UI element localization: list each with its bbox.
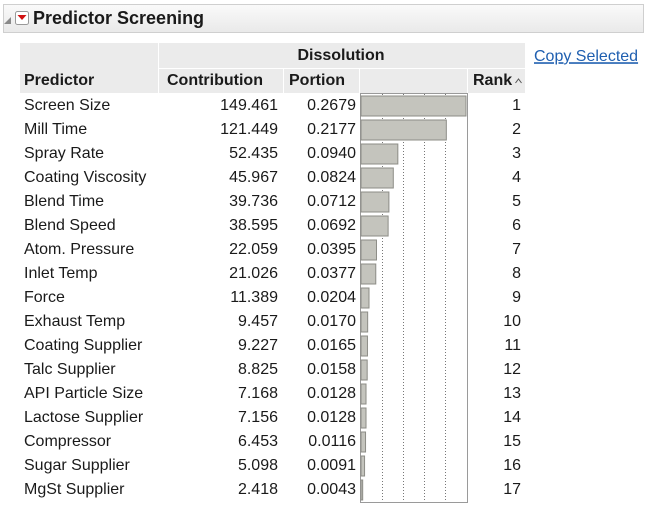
portion: 0.2679 — [307, 97, 356, 114]
portion-bar — [360, 431, 367, 453]
rank: 7 — [512, 241, 521, 258]
rank: 1 — [512, 97, 521, 114]
contribution: 11.389 — [230, 289, 278, 306]
contribution: 22.059 — [229, 241, 278, 258]
portion: 0.2177 — [307, 121, 356, 138]
contribution: 45.967 — [229, 169, 278, 186]
portion-bar — [360, 167, 394, 189]
contribution: 9.227 — [238, 337, 278, 354]
portion-bar — [360, 359, 368, 381]
predictor-name: MgSt Supplier — [24, 481, 125, 498]
predictor-name: Spray Rate — [24, 145, 104, 162]
contribution: 5.098 — [238, 457, 278, 474]
portion: 0.0824 — [307, 169, 356, 186]
predictor-name: Coating Viscosity — [24, 169, 146, 186]
portion-bar — [360, 287, 370, 309]
rank: 8 — [512, 265, 521, 282]
contribution: 52.435 — [229, 145, 278, 162]
portion-bar — [360, 191, 390, 213]
column-header[interactable]: Contribution — [167, 72, 263, 89]
rank: 13 — [503, 385, 521, 402]
portion-bar — [360, 119, 447, 141]
portion: 0.0395 — [307, 241, 356, 258]
title-bar — [3, 4, 644, 33]
portion-bar — [360, 311, 369, 333]
column-header[interactable]: Portion — [289, 72, 345, 89]
predictor-name: Atom. Pressure — [24, 241, 134, 258]
portion-bar — [360, 215, 389, 237]
contribution: 9.457 — [238, 313, 278, 330]
contribution: 8.825 — [238, 361, 278, 378]
column-header[interactable]: Rank — [473, 72, 512, 89]
portion: 0.0128 — [307, 385, 356, 402]
rank: 12 — [503, 361, 521, 378]
portion-bar — [360, 335, 368, 357]
portion: 0.0692 — [307, 217, 356, 234]
portion-bar — [360, 95, 467, 117]
rank: 4 — [512, 169, 521, 186]
rank: 15 — [503, 433, 521, 450]
rank: 5 — [512, 193, 521, 210]
contribution: 7.156 — [238, 409, 278, 426]
rank: 14 — [503, 409, 521, 426]
contribution: 149.461 — [220, 97, 278, 114]
predictor-name: Exhaust Temp — [24, 313, 125, 330]
predictor-name: Inlet Temp — [24, 265, 98, 282]
portion: 0.0116 — [308, 433, 356, 450]
rank: 16 — [503, 457, 521, 474]
predictor-name: Lactose Supplier — [24, 409, 144, 426]
portion: 0.0940 — [307, 145, 356, 162]
portion-bar — [360, 263, 377, 285]
portion: 0.0712 — [307, 193, 356, 210]
contribution: 38.595 — [229, 217, 278, 234]
contribution: 21.026 — [229, 265, 278, 282]
predictor-name: Talc Supplier — [24, 361, 116, 378]
predictor-name: Screen Size — [24, 97, 110, 114]
predictor-name: Mill Time — [24, 121, 87, 138]
title: Predictor Screening — [33, 8, 204, 28]
rank: 9 — [512, 289, 521, 306]
group-header: Dissolution — [297, 47, 384, 64]
copy-selected-link[interactable]: Copy Selected — [534, 48, 638, 65]
table-body: Screen Size 149.461 0.2679 1 Mill Time 121.44… — [24, 93, 521, 503]
portion: 0.0204 — [307, 289, 356, 306]
portion-bar — [360, 479, 364, 501]
portion-bar — [360, 143, 399, 165]
portion: 0.0165 — [307, 337, 356, 354]
portion: 0.0158 — [307, 361, 356, 378]
portion: 0.0043 — [307, 481, 356, 498]
predictor-name: Sugar Supplier — [24, 457, 131, 474]
rank: 11 — [504, 337, 521, 354]
rank: 6 — [512, 217, 521, 234]
portion: 0.0091 — [307, 457, 356, 474]
predictor-name: Blend Speed — [24, 217, 116, 234]
portion-bar — [360, 455, 366, 477]
menu-arrow — [17, 15, 27, 20]
portion: 0.0128 — [307, 409, 356, 426]
sort-icon — [515, 78, 522, 84]
portion: 0.0170 — [307, 313, 356, 330]
predictor-name: API Particle Size — [24, 385, 143, 402]
rank: 2 — [512, 121, 521, 138]
portion-bar — [360, 383, 367, 405]
rank: 17 — [503, 481, 521, 498]
rank: 3 — [512, 145, 521, 162]
rank: 10 — [503, 313, 521, 330]
predictor-name: Blend Time — [24, 193, 104, 210]
contribution: 39.736 — [229, 193, 278, 210]
portion: 0.0377 — [307, 265, 356, 282]
contribution: 7.168 — [238, 385, 278, 402]
column-header[interactable]: Predictor — [24, 72, 94, 89]
disclosure-icon[interactable] — [4, 17, 11, 24]
portion-bar — [360, 407, 367, 429]
predictor-name: Compressor — [24, 433, 112, 450]
predictor-name: Coating Supplier — [24, 337, 143, 354]
contribution: 121.449 — [220, 121, 278, 138]
contribution: 2.418 — [238, 481, 278, 498]
predictor-name: Force — [24, 289, 65, 306]
portion-bar — [360, 239, 377, 261]
contribution: 6.453 — [238, 433, 278, 450]
